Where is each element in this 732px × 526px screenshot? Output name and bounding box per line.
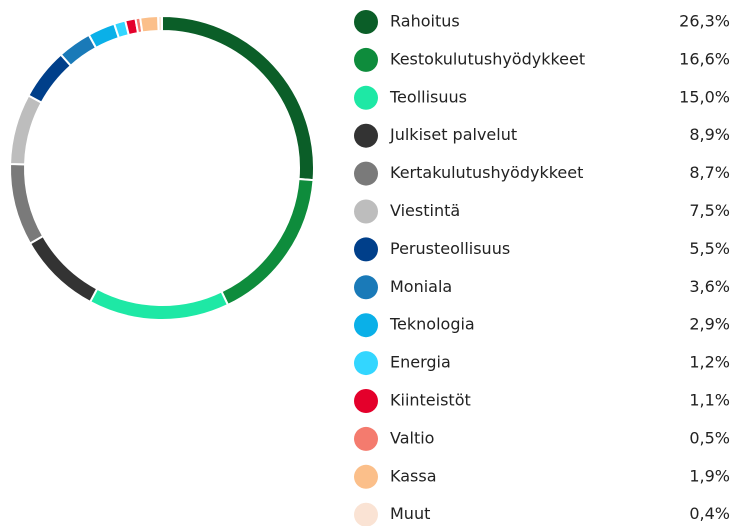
value-label: 8,9% (689, 125, 730, 144)
legend-label: Teollisuus (389, 87, 467, 106)
legend-label: Muut (390, 504, 430, 523)
slice (88, 287, 230, 321)
legend-swatch (354, 464, 378, 489)
slice (138, 15, 160, 34)
slice (220, 177, 315, 307)
legend-label: Kestokulutushyödykkeet (390, 49, 585, 68)
legend-label: Kassa (390, 466, 437, 485)
legend-swatch (354, 123, 378, 148)
slice (27, 53, 73, 104)
slice (157, 14, 163, 33)
legend-swatch (354, 502, 378, 526)
legend-swatch (354, 426, 378, 451)
legend-label: Viestintä (390, 201, 460, 220)
legend-swatch (354, 313, 378, 338)
legend-label: Energia (390, 353, 451, 372)
value-label: 0,4% (689, 504, 730, 523)
value-label: 1,1% (689, 391, 730, 410)
slice (9, 162, 45, 245)
legend-label: Teknologia (389, 315, 475, 334)
legend-swatch (354, 85, 378, 110)
legend-label: Kiinteistöt (390, 391, 471, 410)
legend-label: Valtio (390, 428, 434, 447)
value-label: 15,0% (679, 87, 730, 106)
value-label: 2,9% (689, 315, 730, 334)
legend-label: Moniala (390, 277, 452, 296)
legend-label: Rahoitus (390, 12, 460, 31)
legend-swatch (354, 351, 378, 376)
value-label: 8,7% (689, 163, 730, 182)
legend-swatch (354, 237, 378, 262)
legend-label: Kertakulutushyödykkeet (390, 163, 583, 182)
legend-swatch (354, 199, 378, 224)
slice (28, 234, 99, 304)
legend-swatch (354, 275, 378, 300)
value-label: 1,9% (689, 466, 730, 485)
slice (9, 94, 43, 166)
value-label: 3,6% (689, 277, 730, 296)
value-label: 7,5% (689, 201, 730, 220)
value-label: 26,3% (679, 12, 730, 31)
legend-label: Perusteollisuus (390, 239, 510, 258)
value-label: 5,5% (689, 239, 730, 258)
value-label: 16,6% (679, 49, 730, 68)
legend-label: Julkiset palvelut (389, 125, 517, 144)
legend-swatch (354, 10, 378, 34)
slice (161, 14, 315, 182)
legend-swatch (354, 47, 378, 72)
legend-swatch (354, 161, 378, 186)
legend-swatch (354, 389, 378, 413)
value-label: 1,2% (689, 353, 730, 372)
value-label: 0,5% (689, 428, 730, 447)
